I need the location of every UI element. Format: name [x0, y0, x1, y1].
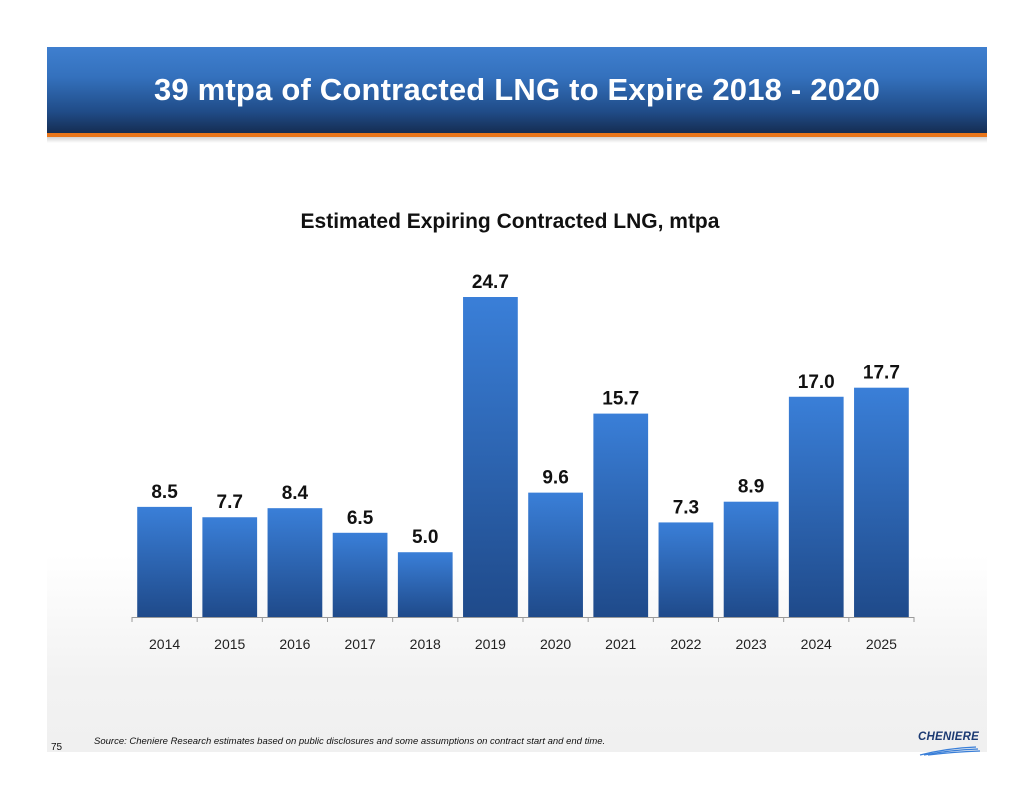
x-tick-label-2019: 2019 [475, 636, 506, 652]
value-label-2020: 9.6 [542, 468, 568, 489]
value-label-2016: 8.4 [282, 483, 309, 504]
x-tick-label-2018: 2018 [410, 636, 441, 652]
value-label-2014: 8.5 [151, 482, 178, 503]
cheniere-logo: CHENIERE [918, 731, 988, 756]
value-label-2023: 8.9 [738, 477, 764, 498]
value-label-2019: 24.7 [472, 272, 509, 293]
x-axis: 2014 2015 2016 2017 2018 2019 2020 2021 2022 2023… [131, 617, 915, 652]
bar-2020 [528, 492, 583, 617]
bar-2021 [593, 413, 649, 617]
x-tick-label-2017: 2017 [345, 636, 376, 652]
rule-shadow [47, 137, 987, 143]
x-tick-label-2022: 2022 [670, 636, 701, 652]
title-banner: 39 mtpa of Contracted LNG to Expire 2018… [47, 47, 987, 133]
x-tick-label-2015: 2015 [214, 636, 245, 652]
accent-rule [47, 133, 987, 137]
value-label-2018: 5.0 [412, 527, 438, 548]
x-tick-label-2023: 2023 [736, 636, 767, 652]
x-tick-label-2025: 2025 [866, 636, 897, 652]
bar-2016 [267, 508, 323, 617]
bar-2024 [788, 396, 844, 617]
bar-2019 [463, 297, 518, 617]
page-number: 75 [51, 742, 63, 753]
value-label-2025: 17.7 [863, 363, 900, 384]
bar-2018 [397, 552, 453, 617]
bar-2025 [854, 387, 909, 617]
value-label-2017: 6.5 [347, 508, 374, 529]
value-label-2021: 15.7 [602, 389, 639, 410]
value-label-2015: 7.7 [217, 492, 243, 513]
value-label-2024: 17.0 [798, 372, 835, 393]
value-label-2022: 7.3 [673, 497, 699, 518]
bar-2022 [658, 522, 714, 617]
logo-text: CHENIERE [918, 731, 980, 743]
x-tick-label-2014: 2014 [149, 636, 180, 652]
x-tick-label-2021: 2021 [605, 636, 636, 652]
bar-2014 [137, 506, 192, 617]
source-note: Source: Cheniere Research estimates base… [94, 736, 606, 747]
x-tick-label-2020: 2020 [540, 636, 571, 652]
slide-title: 39 mtpa of Contracted LNG to Expire 2018… [153, 72, 881, 107]
chart-title: Estimated Expiring Contracted LNG, mtpa [300, 210, 720, 233]
bars-group: 8.5 7.7 8.4 6.5 5.0 24.7 9.6 15.7 7.3 8.9 17.0 17.7 [137, 272, 909, 617]
bar-2023 [723, 501, 779, 617]
x-tick-label-2024: 2024 [801, 636, 832, 652]
logo-swoosh-icon [919, 746, 981, 756]
x-tick-label-2016: 2016 [279, 636, 310, 652]
bar-2015 [202, 517, 258, 617]
bar-2017 [332, 532, 388, 617]
